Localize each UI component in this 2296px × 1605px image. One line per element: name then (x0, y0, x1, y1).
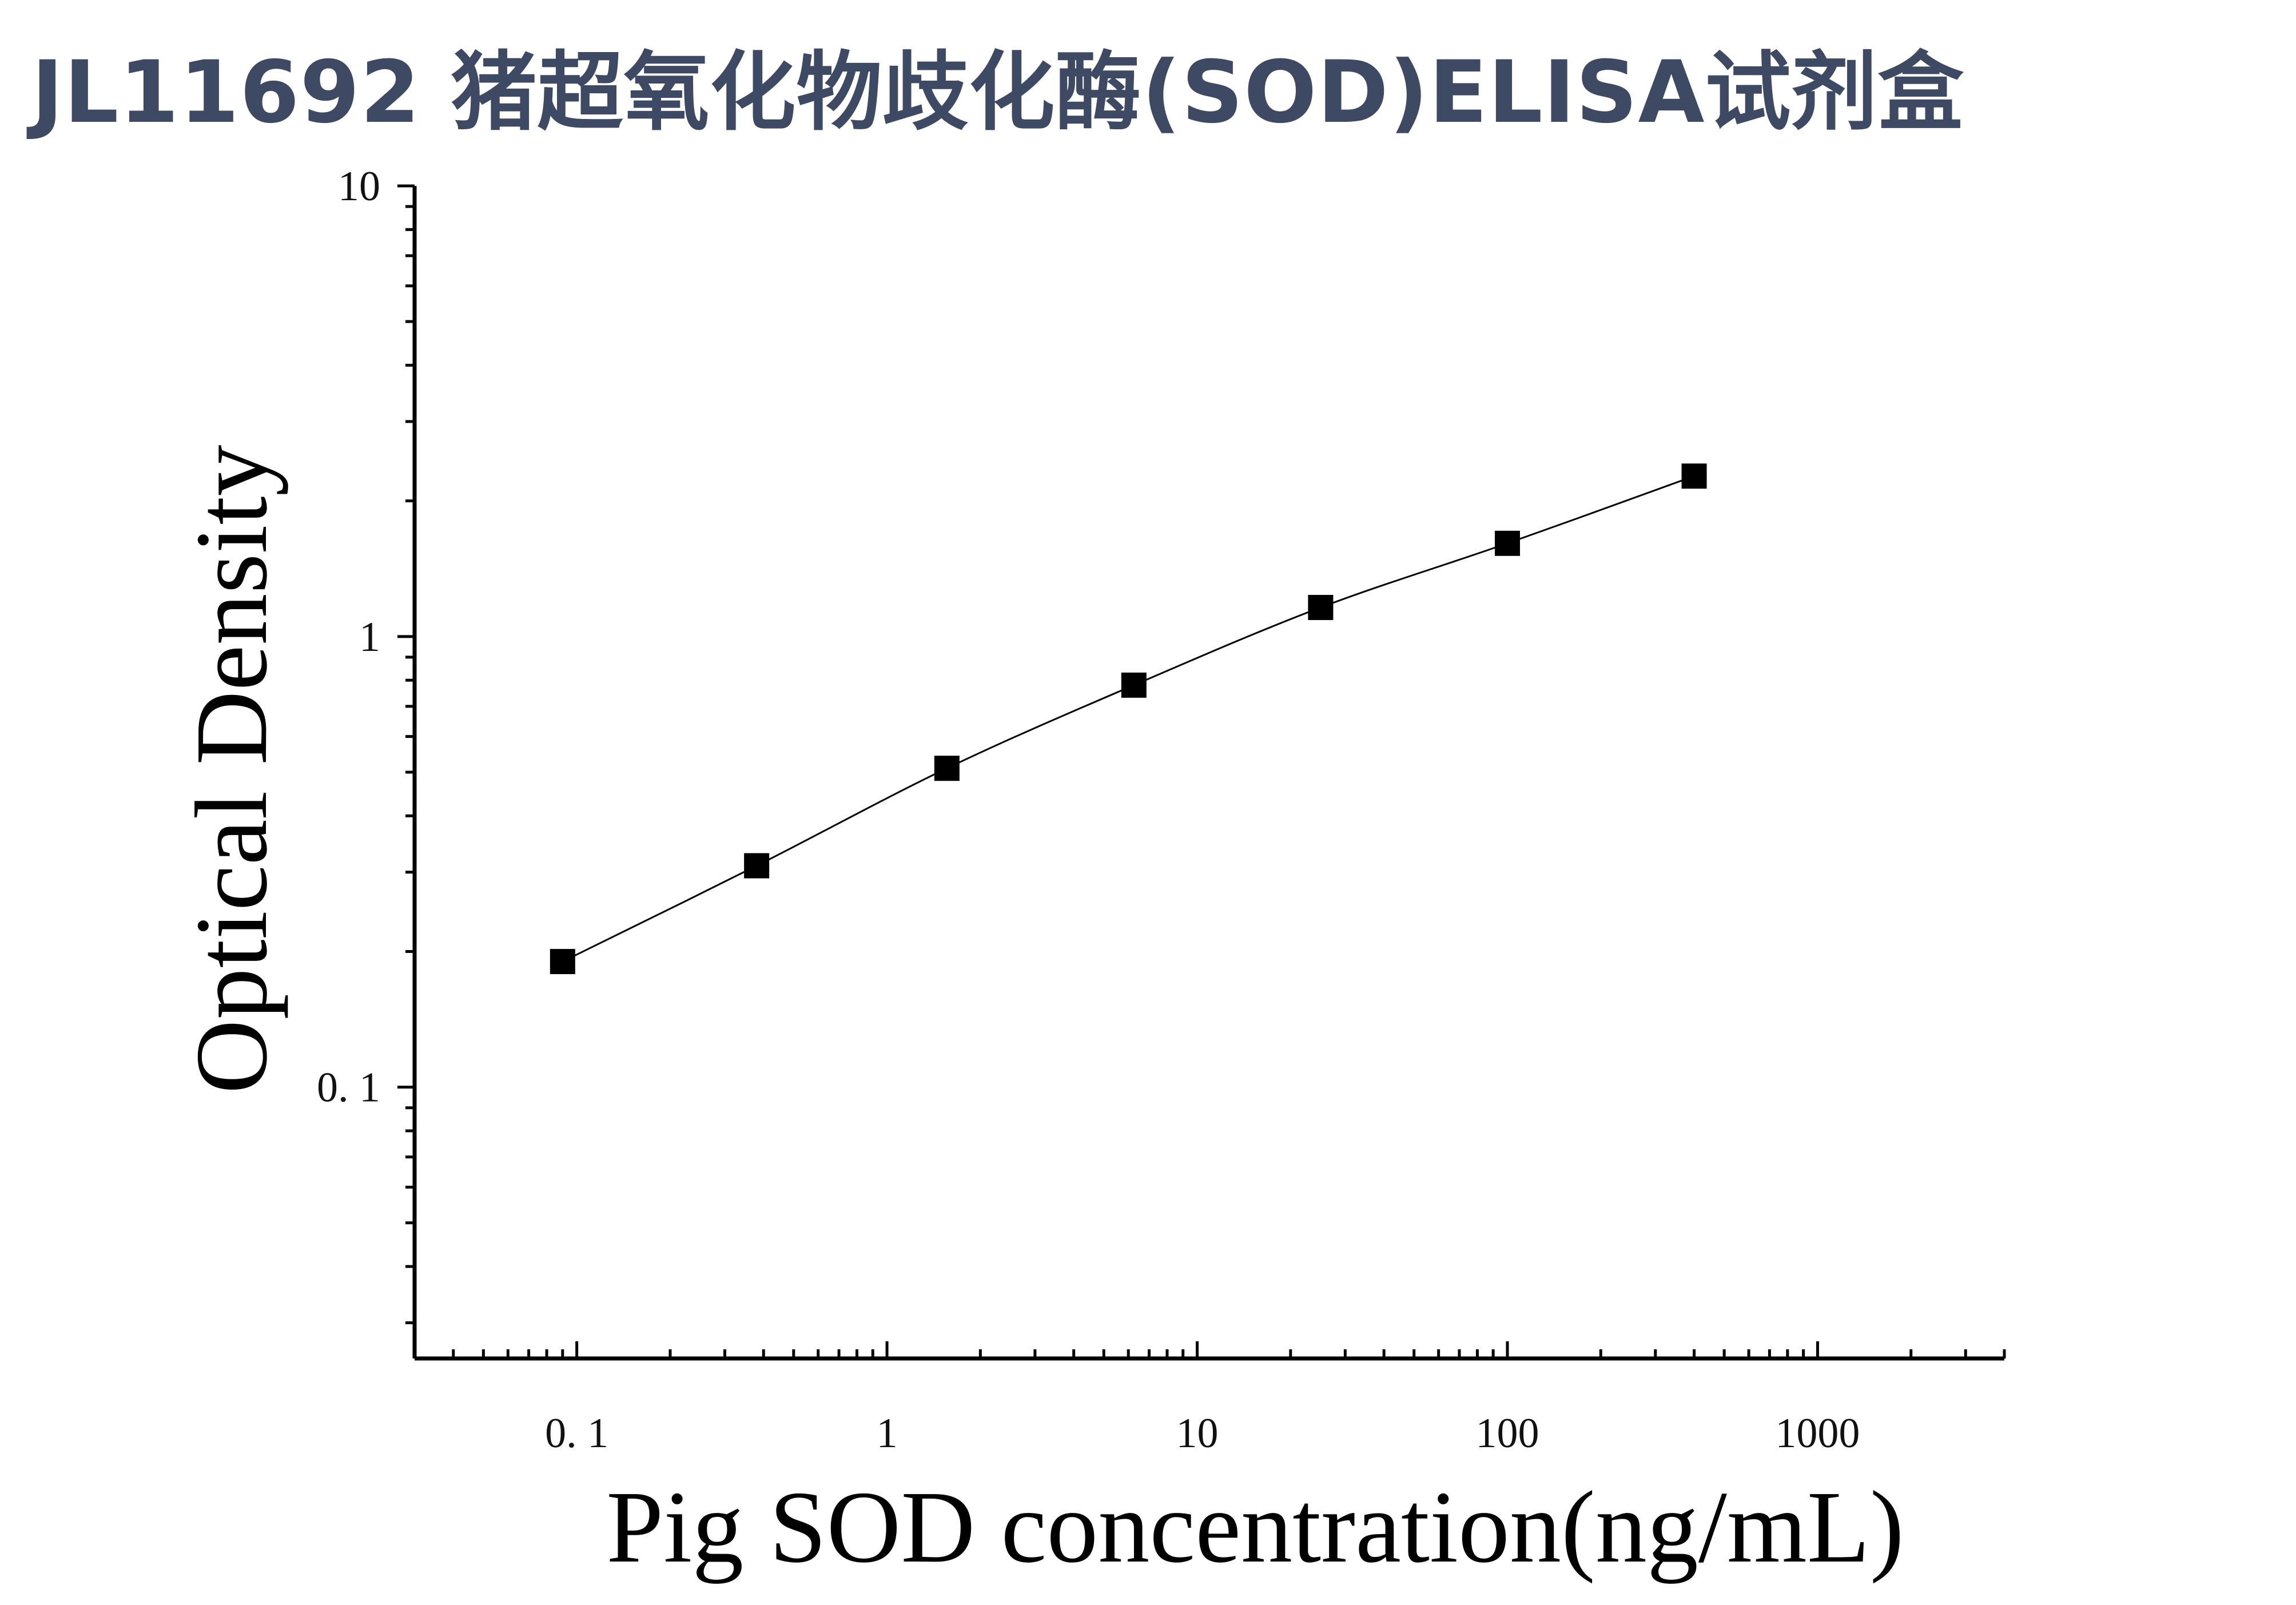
x-tick-label: 0. 1 (545, 1410, 608, 1457)
y-axis-title: Optical Density (174, 445, 288, 1094)
x-tick-label: 10 (1176, 1410, 1219, 1457)
data-point (934, 756, 960, 781)
y-tick-label: 1 (359, 614, 380, 661)
fit-curve (562, 475, 1695, 963)
x-tick-label: 100 (1475, 1410, 1539, 1457)
data-point (744, 853, 770, 879)
data-point (1121, 672, 1147, 698)
data-point (1494, 530, 1520, 556)
x-tick-label: 1 (877, 1410, 898, 1457)
data-point (1308, 595, 1334, 621)
axes: 0. 1 1 10 100 1000 0. 1 1 10 (317, 163, 2006, 1457)
x-axis-title: Pig SOD concentration(ng/mL) (606, 1470, 1904, 1584)
page-title: JL11692 猪超氧化物歧化酶(SOD)ELISA试剂盒 (31, 43, 1964, 142)
y-tick-label: 0. 1 (317, 1064, 380, 1111)
y-tick-label: 10 (338, 163, 380, 210)
data-point (550, 949, 575, 975)
x-tick-label: 1000 (1775, 1410, 1860, 1457)
data-point (1681, 463, 1707, 489)
plot-area (550, 463, 1707, 975)
